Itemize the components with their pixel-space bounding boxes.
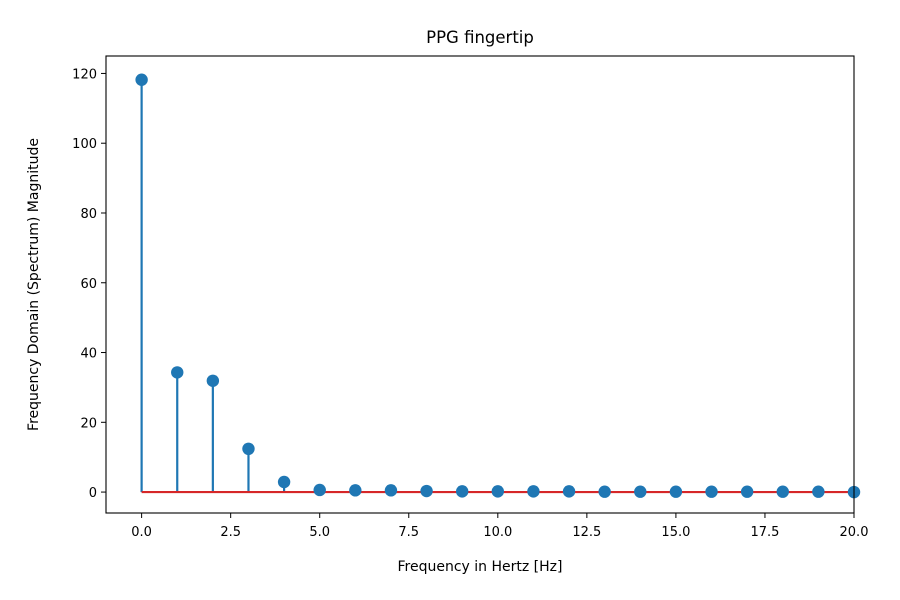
y-tick-label: 20 xyxy=(80,416,97,431)
stem-marker xyxy=(634,485,647,498)
x-tick-label: 15.0 xyxy=(661,525,690,540)
stem-marker xyxy=(562,485,576,498)
axes-frame xyxy=(105,55,855,514)
stem-marker xyxy=(812,485,825,498)
stem-marker xyxy=(705,485,718,498)
stem-marker xyxy=(420,484,433,498)
stem-marker xyxy=(527,485,540,498)
stem-marker xyxy=(277,475,291,489)
stem-marker xyxy=(171,366,184,379)
stem-marker xyxy=(491,485,505,498)
stem-marker xyxy=(135,73,148,86)
x-tick-label: 7.5 xyxy=(398,525,419,540)
x-tick-label: 12.5 xyxy=(572,525,601,540)
stem-marker xyxy=(206,374,220,387)
stem-marker xyxy=(384,484,398,497)
y-axis: 0 20 40 60 80 100 120 xyxy=(72,67,106,501)
stem-marker xyxy=(669,485,683,498)
y-tick-label: 100 xyxy=(72,137,97,152)
x-tick-label: 5.0 xyxy=(309,525,330,540)
stem-marker xyxy=(776,485,789,498)
x-tick-label: 20.0 xyxy=(840,525,869,540)
x-tick-label: 10.0 xyxy=(483,525,512,540)
y-tick-label: 60 xyxy=(80,277,97,292)
x-tick-label: 17.5 xyxy=(750,525,779,540)
stem-marker xyxy=(455,485,469,498)
chart-title: PPG fingertip xyxy=(426,28,534,47)
stem-marker xyxy=(598,485,611,498)
stem-marker xyxy=(349,484,362,497)
x-tick-label: 2.5 xyxy=(220,525,241,540)
x-tick-label: 0.0 xyxy=(131,525,152,540)
stem-marker xyxy=(740,485,754,498)
y-tick-label: 40 xyxy=(80,347,97,362)
y-tick-label: 120 xyxy=(72,67,97,82)
y-tick-label: 80 xyxy=(80,207,97,222)
y-tick-label: 0 xyxy=(89,486,97,501)
stem-marker xyxy=(242,442,255,456)
x-axis: 0.0 2.5 5.0 7.5 10.0 12.5 15.0 17.5 20.0 xyxy=(131,513,868,540)
plot-area xyxy=(135,73,861,499)
stem-marker xyxy=(313,483,326,497)
y-axis-label: Frequency Domain (Spectrum) Magnitude xyxy=(26,138,42,431)
x-axis-label: Frequency in Hertz [Hz] xyxy=(398,559,563,575)
